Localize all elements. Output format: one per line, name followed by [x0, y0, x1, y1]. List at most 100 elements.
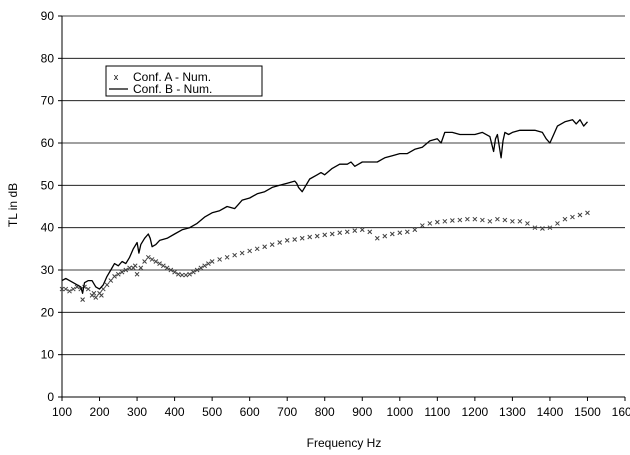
data-point-conf-a	[217, 257, 222, 262]
data-point-conf-a	[322, 232, 328, 238]
data-point-conf-a	[525, 221, 530, 226]
legend-marker-a: x	[114, 72, 119, 82]
data-point-conf-a	[277, 240, 283, 245]
y-tick-label: 90	[41, 9, 55, 23]
y-tick-label: 60	[41, 136, 55, 150]
x-tick-label: 1000	[386, 405, 413, 419]
data-point-conf-a	[262, 244, 268, 250]
data-point-conf-a	[149, 257, 155, 262]
data-point-conf-a	[67, 288, 72, 294]
x-tick-label: 100	[52, 405, 72, 419]
legend-label-b: Conf. B - Num.	[133, 82, 212, 96]
data-point-conf-a	[187, 271, 192, 277]
data-point-conf-a	[307, 234, 313, 240]
data-point-conf-a	[404, 229, 410, 235]
data-point-conf-a	[374, 235, 380, 241]
data-point-conf-a	[100, 286, 106, 292]
data-point-conf-a	[168, 267, 174, 273]
data-point-conf-a	[104, 282, 110, 288]
data-point-conf-a	[194, 267, 200, 273]
x-tick-label: 1500	[574, 405, 601, 419]
data-point-conf-a	[434, 219, 440, 225]
x-tick-label: 400	[165, 405, 185, 419]
data-point-conf-a	[495, 216, 500, 222]
data-point-conf-a	[292, 237, 298, 242]
data-point-conf-a	[153, 259, 159, 264]
data-point-conf-a	[145, 254, 151, 260]
data-point-conf-a	[99, 293, 104, 298]
data-point-conf-a	[239, 250, 245, 256]
series-layer	[59, 119, 590, 302]
tick-labels: 0 10 20 30 40 50 60 70 80 90 100 200 300 400 500 600 700…	[41, 9, 630, 419]
data-point-conf-a	[183, 272, 189, 278]
data-point-conf-a	[108, 278, 114, 283]
data-point-conf-a	[532, 225, 538, 231]
data-point-conf-a	[127, 265, 132, 271]
data-point-conf-a	[344, 229, 350, 235]
y-axis-title: TL in dB	[6, 183, 20, 227]
data-point-conf-a	[329, 231, 335, 237]
data-point-conf-a	[59, 286, 65, 292]
data-point-conf-a	[419, 223, 425, 228]
x-tick-label: 700	[277, 405, 297, 419]
data-point-conf-a	[112, 273, 117, 279]
y-tick-label: 50	[41, 178, 55, 192]
data-point-conf-a	[457, 217, 463, 223]
data-point-conf-a	[132, 263, 138, 269]
data-point-conf-a	[547, 225, 553, 231]
y-tick-label: 40	[41, 221, 55, 235]
data-point-conf-a	[314, 233, 320, 239]
data-point-conf-a	[502, 217, 508, 223]
x-tick-label: 600	[240, 405, 260, 419]
data-point-conf-a	[209, 259, 215, 264]
data-point-conf-a	[570, 214, 575, 220]
legend-box	[105, 65, 263, 97]
data-point-conf-a	[577, 212, 583, 218]
data-point-conf-a	[160, 263, 166, 269]
data-point-conf-a	[555, 221, 560, 226]
data-point-conf-a	[172, 269, 177, 275]
x-tick-label: 1100	[424, 405, 450, 419]
data-point-conf-a	[510, 218, 515, 224]
data-point-conf-a	[142, 259, 147, 264]
data-point-conf-a	[138, 265, 144, 271]
y-tick-label: 30	[41, 263, 55, 277]
data-point-conf-a	[175, 271, 181, 277]
data-point-conf-a	[134, 271, 140, 277]
data-point-conf-a	[63, 286, 69, 292]
data-point-conf-a	[232, 252, 238, 258]
x-tick-label: 300	[127, 405, 147, 419]
x-tick-label: 1400	[537, 405, 564, 419]
x-tick-label: 500	[202, 405, 222, 419]
data-point-conf-a	[91, 290, 97, 296]
x-tick-label: 900	[352, 405, 372, 419]
x-tick-label: 1600	[612, 405, 630, 419]
data-point-conf-a	[224, 254, 230, 260]
data-point-conf-a	[442, 218, 448, 224]
data-point-conf-a	[337, 230, 343, 236]
data-point-conf-a	[367, 229, 373, 235]
data-point-conf-a	[352, 228, 358, 233]
data-point-conf-a	[465, 216, 470, 222]
data-point-conf-a	[269, 242, 275, 247]
data-point-conf-a	[202, 263, 207, 269]
data-point-conf-a	[284, 238, 290, 243]
data-point-conf-a	[472, 216, 478, 222]
x-tick-label: 1200	[462, 405, 489, 419]
data-point-conf-a	[540, 226, 545, 231]
data-point-conf-a	[85, 286, 91, 292]
data-point-conf-a	[119, 269, 125, 275]
data-point-conf-a	[80, 297, 85, 302]
y-tick-label: 0	[47, 390, 54, 404]
data-point-conf-a	[299, 235, 305, 241]
x-axis-title: Frequency Hz	[307, 436, 382, 450]
y-tick-label: 20	[41, 305, 55, 319]
data-point-conf-a	[480, 217, 485, 223]
data-point-conf-a	[397, 230, 403, 236]
data-point-conf-a	[123, 267, 129, 273]
data-point-conf-a	[157, 261, 162, 267]
data-point-conf-a	[487, 218, 493, 224]
data-point-conf-a	[449, 218, 455, 223]
data-point-conf-a	[70, 286, 76, 292]
